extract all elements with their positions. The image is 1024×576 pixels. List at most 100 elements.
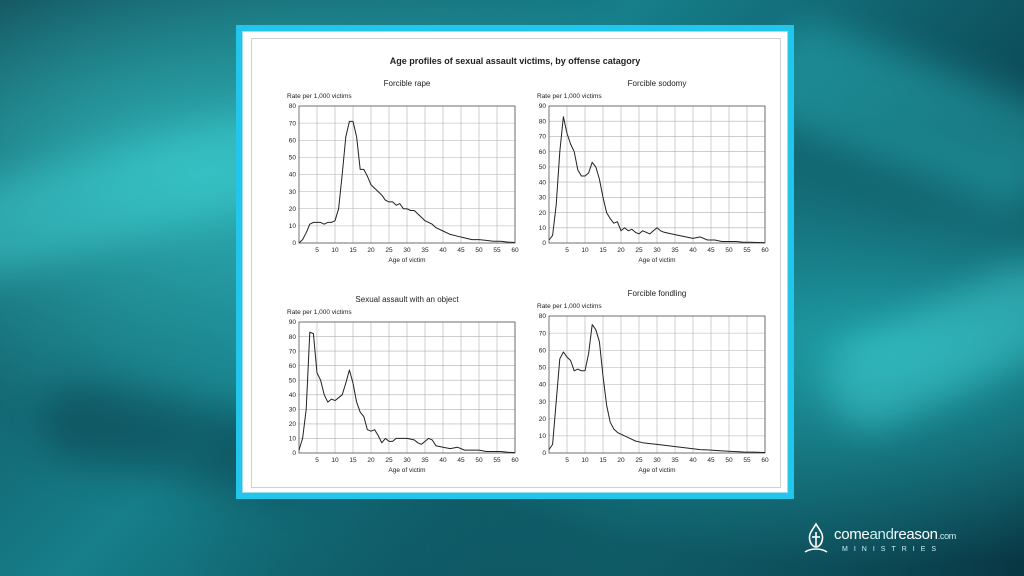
chart-3-ytick-label: 10 bbox=[289, 436, 297, 443]
brand-com: .com bbox=[937, 531, 957, 541]
chart-3-ytick-label: 70 bbox=[289, 348, 297, 355]
chart-4-plot-frame bbox=[548, 315, 766, 454]
chart-4-xtick-label: 5 bbox=[565, 457, 569, 464]
chart-1-xtick-label: 10 bbox=[331, 247, 339, 254]
chart-4-xlabel: Age of victim bbox=[638, 467, 675, 474]
chart-4-xtick-label: 15 bbox=[599, 457, 607, 464]
flame-cross-logo-icon bbox=[804, 522, 828, 553]
chart-2-xtick-label: 10 bbox=[581, 247, 589, 254]
chart-2-xtick-label: 35 bbox=[671, 247, 679, 254]
brand-logo: comeandreason.com MINISTRIES bbox=[798, 520, 998, 560]
chart-1-xtick-label: 30 bbox=[403, 247, 411, 254]
chart-1-ytick-label: 40 bbox=[289, 172, 297, 179]
chart-2-title: Forcible sodomy bbox=[628, 79, 687, 88]
chart-3-xtick-label: 25 bbox=[385, 457, 393, 464]
chart-2-xtick-label: 50 bbox=[725, 247, 733, 254]
chart-1-xtick-label: 55 bbox=[493, 247, 501, 254]
brand-and: and bbox=[869, 526, 894, 543]
chart-1-title: Forcible rape bbox=[384, 79, 431, 88]
chart-1-ytick-label: 60 bbox=[289, 137, 297, 144]
chart-2-xtick-label: 25 bbox=[635, 247, 643, 254]
chart-1-ytick-label: 0 bbox=[292, 240, 296, 247]
chart-4-ylabel: Rate per 1,000 victims bbox=[537, 303, 602, 310]
chart-4-xtick-label: 45 bbox=[707, 457, 715, 464]
chart-2-xtick-label: 60 bbox=[761, 247, 769, 254]
chart-3-xtick-label: 35 bbox=[421, 457, 429, 464]
chart-4-ytick-label: 60 bbox=[539, 347, 547, 354]
chart-2-ytick-label: 70 bbox=[539, 134, 547, 141]
chart-3-xtick-label: 10 bbox=[331, 457, 339, 464]
chart-3-xtick-label: 60 bbox=[511, 457, 519, 464]
chart-3-xtick-label: 40 bbox=[439, 457, 447, 464]
chart-4-xtick-label: 55 bbox=[743, 457, 751, 464]
chart-2-plot-frame bbox=[548, 105, 766, 244]
chart-3-xtick-label: 5 bbox=[315, 457, 319, 464]
chart-1-ytick-label: 80 bbox=[289, 103, 297, 110]
chart-1-xtick-label: 40 bbox=[439, 247, 447, 254]
figure-title: Age profiles of sexual assault victims, … bbox=[389, 56, 641, 66]
chart-1-xtick-label: 25 bbox=[385, 247, 393, 254]
chart-2-ytick-label: 90 bbox=[539, 103, 547, 110]
chart-4-title: Forcible fondling bbox=[628, 289, 687, 298]
chart-4-xtick-label: 10 bbox=[581, 457, 589, 464]
chart-1-xtick-label: 50 bbox=[475, 247, 483, 254]
chart-4-ytick-label: 50 bbox=[539, 365, 547, 372]
chart-page-border bbox=[251, 38, 781, 488]
chart-4-ytick-label: 10 bbox=[539, 433, 547, 440]
chart-3-xtick-label: 55 bbox=[493, 457, 501, 464]
chart-1-xtick-label: 35 bbox=[421, 247, 429, 254]
chart-1-xtick-label: 45 bbox=[457, 247, 465, 254]
chart-4-xtick-label: 35 bbox=[671, 457, 679, 464]
chart-2-ytick-label: 20 bbox=[539, 210, 547, 217]
chart-2-xtick-label: 5 bbox=[565, 247, 569, 254]
chart-4-xtick-label: 25 bbox=[635, 457, 643, 464]
chart-2-xtick-label: 20 bbox=[617, 247, 625, 254]
chart-4-xtick-label: 20 bbox=[617, 457, 625, 464]
chart-paper: Age profiles of sexual assault victims, … bbox=[242, 31, 788, 493]
chart-2-ytick-label: 50 bbox=[539, 164, 547, 171]
chart-4-xtick-label: 50 bbox=[725, 457, 733, 464]
chart-4-xtick-label: 30 bbox=[653, 457, 661, 464]
chart-2-ytick-label: 30 bbox=[539, 195, 547, 202]
chart-1-plot-frame bbox=[298, 105, 516, 244]
chart-4-xtick-label: 60 bbox=[761, 457, 769, 464]
chart-2-xtick-label: 30 bbox=[653, 247, 661, 254]
chart-1-ytick-label: 50 bbox=[289, 155, 297, 162]
chart-1-xtick-label: 15 bbox=[349, 247, 357, 254]
chart-2-xtick-label: 40 bbox=[689, 247, 697, 254]
chart-2-ytick-label: 40 bbox=[539, 179, 547, 186]
brand-reason: reason bbox=[893, 526, 938, 543]
chart-2-series-line bbox=[548, 116, 766, 244]
chart-3-xtick-label: 50 bbox=[475, 457, 483, 464]
chart-3-ytick-label: 20 bbox=[289, 421, 297, 428]
chart-1-xtick-label: 60 bbox=[511, 247, 519, 254]
chart-4-xtick-label: 40 bbox=[689, 457, 697, 464]
chart-3-xtick-label: 20 bbox=[367, 457, 375, 464]
chart-3-series-line bbox=[298, 331, 516, 454]
chart-2-ylabel: Rate per 1,000 victims bbox=[537, 93, 602, 100]
chart-3-ytick-label: 60 bbox=[289, 363, 297, 370]
chart-1-ytick-label: 70 bbox=[289, 120, 297, 127]
chart-2-ytick-label: 10 bbox=[539, 225, 547, 232]
chart-2-xtick-label: 15 bbox=[599, 247, 607, 254]
chart-1-ytick-label: 20 bbox=[289, 206, 297, 213]
chart-3-xtick-label: 45 bbox=[457, 457, 465, 464]
chart-2-ytick-label: 60 bbox=[539, 149, 547, 156]
chart-3-plot-frame bbox=[298, 321, 516, 454]
chart-4-ytick-label: 30 bbox=[539, 399, 547, 406]
chart-3-ytick-label: 40 bbox=[289, 392, 297, 399]
chart-3-xlabel: Age of victim bbox=[388, 467, 425, 474]
background-streak bbox=[813, 249, 1024, 441]
chart-2-xtick-label: 55 bbox=[743, 247, 751, 254]
chart-1-series-line bbox=[298, 120, 516, 244]
chart-4-ytick-label: 20 bbox=[539, 416, 547, 423]
chart-1-xlabel: Age of victim bbox=[388, 257, 425, 264]
chart-3-ytick-label: 0 bbox=[292, 450, 296, 457]
brand-subtitle: MINISTRIES bbox=[842, 546, 943, 553]
chart-2-ytick-label: 0 bbox=[542, 240, 546, 247]
chart-1-ytick-label: 30 bbox=[289, 189, 297, 196]
chart-3-ytick-label: 50 bbox=[289, 377, 297, 384]
chart-3-title: Sexual assault with an object bbox=[355, 295, 459, 304]
chart-4-series-line bbox=[548, 324, 766, 453]
chart-1-xtick-label: 20 bbox=[367, 247, 375, 254]
